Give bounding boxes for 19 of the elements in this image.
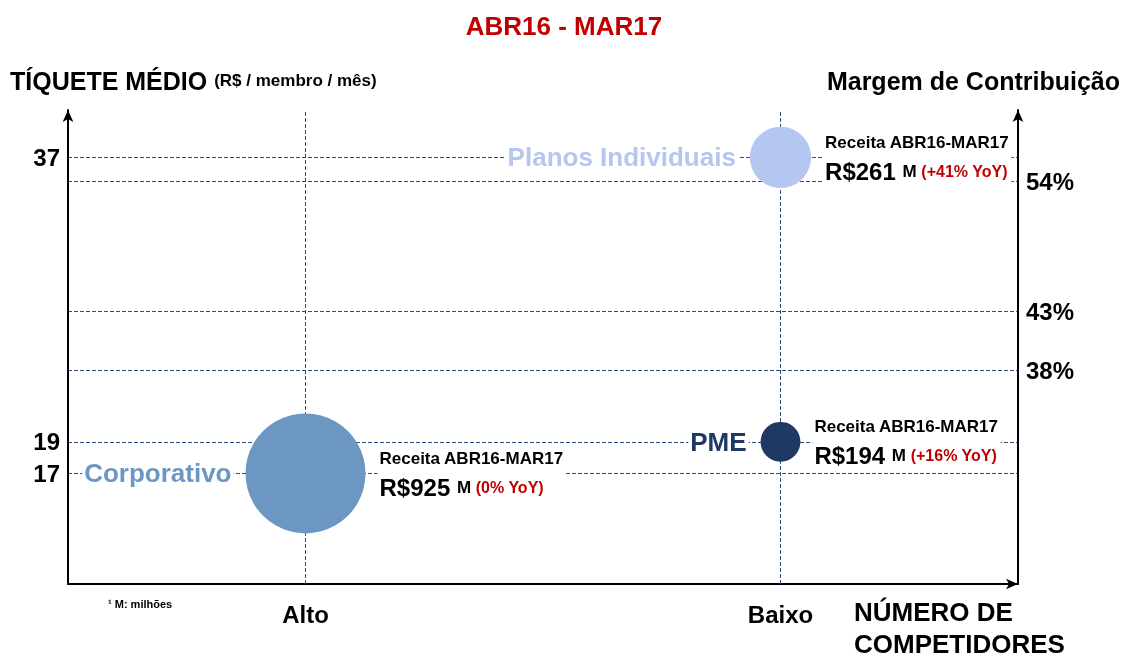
y2-tick-label: 54% xyxy=(1026,167,1075,195)
x-tick-label: Alto xyxy=(282,600,329,628)
y2-tick-label: 43% xyxy=(1026,297,1075,325)
annotation: Receita ABR16-MAR17 R$261 M (+41% YoY) xyxy=(825,132,1009,185)
annotation: Receita ABR16-MAR17 R$925 M (0% YoY) xyxy=(379,448,564,501)
series-label: PME xyxy=(690,426,747,457)
x-axis-title: NÚMERO DE COMPETIDORES xyxy=(854,597,1065,659)
y-tick-label: 17 xyxy=(33,459,60,487)
x-tick-label: Baixo xyxy=(747,600,814,628)
y2-tick-label: 38% xyxy=(1026,357,1075,385)
y-axis-title: TÍQUETE MÉDIO (R$ / membro / mês) xyxy=(10,66,377,95)
text: ¹ M: milhões xyxy=(108,597,173,610)
chart-title: ABR16 - MAR17 xyxy=(465,11,663,41)
series-label: Corporativo xyxy=(84,458,232,489)
y2-axis-title: Margem de Contribuição xyxy=(826,66,1120,95)
series-label: Planos Individuais xyxy=(507,142,736,173)
annotation: Receita ABR16-MAR17 R$194 M (+16% YoY) xyxy=(814,417,999,470)
y-tick-label: 37 xyxy=(33,143,60,171)
y-tick-label: 19 xyxy=(33,428,60,456)
